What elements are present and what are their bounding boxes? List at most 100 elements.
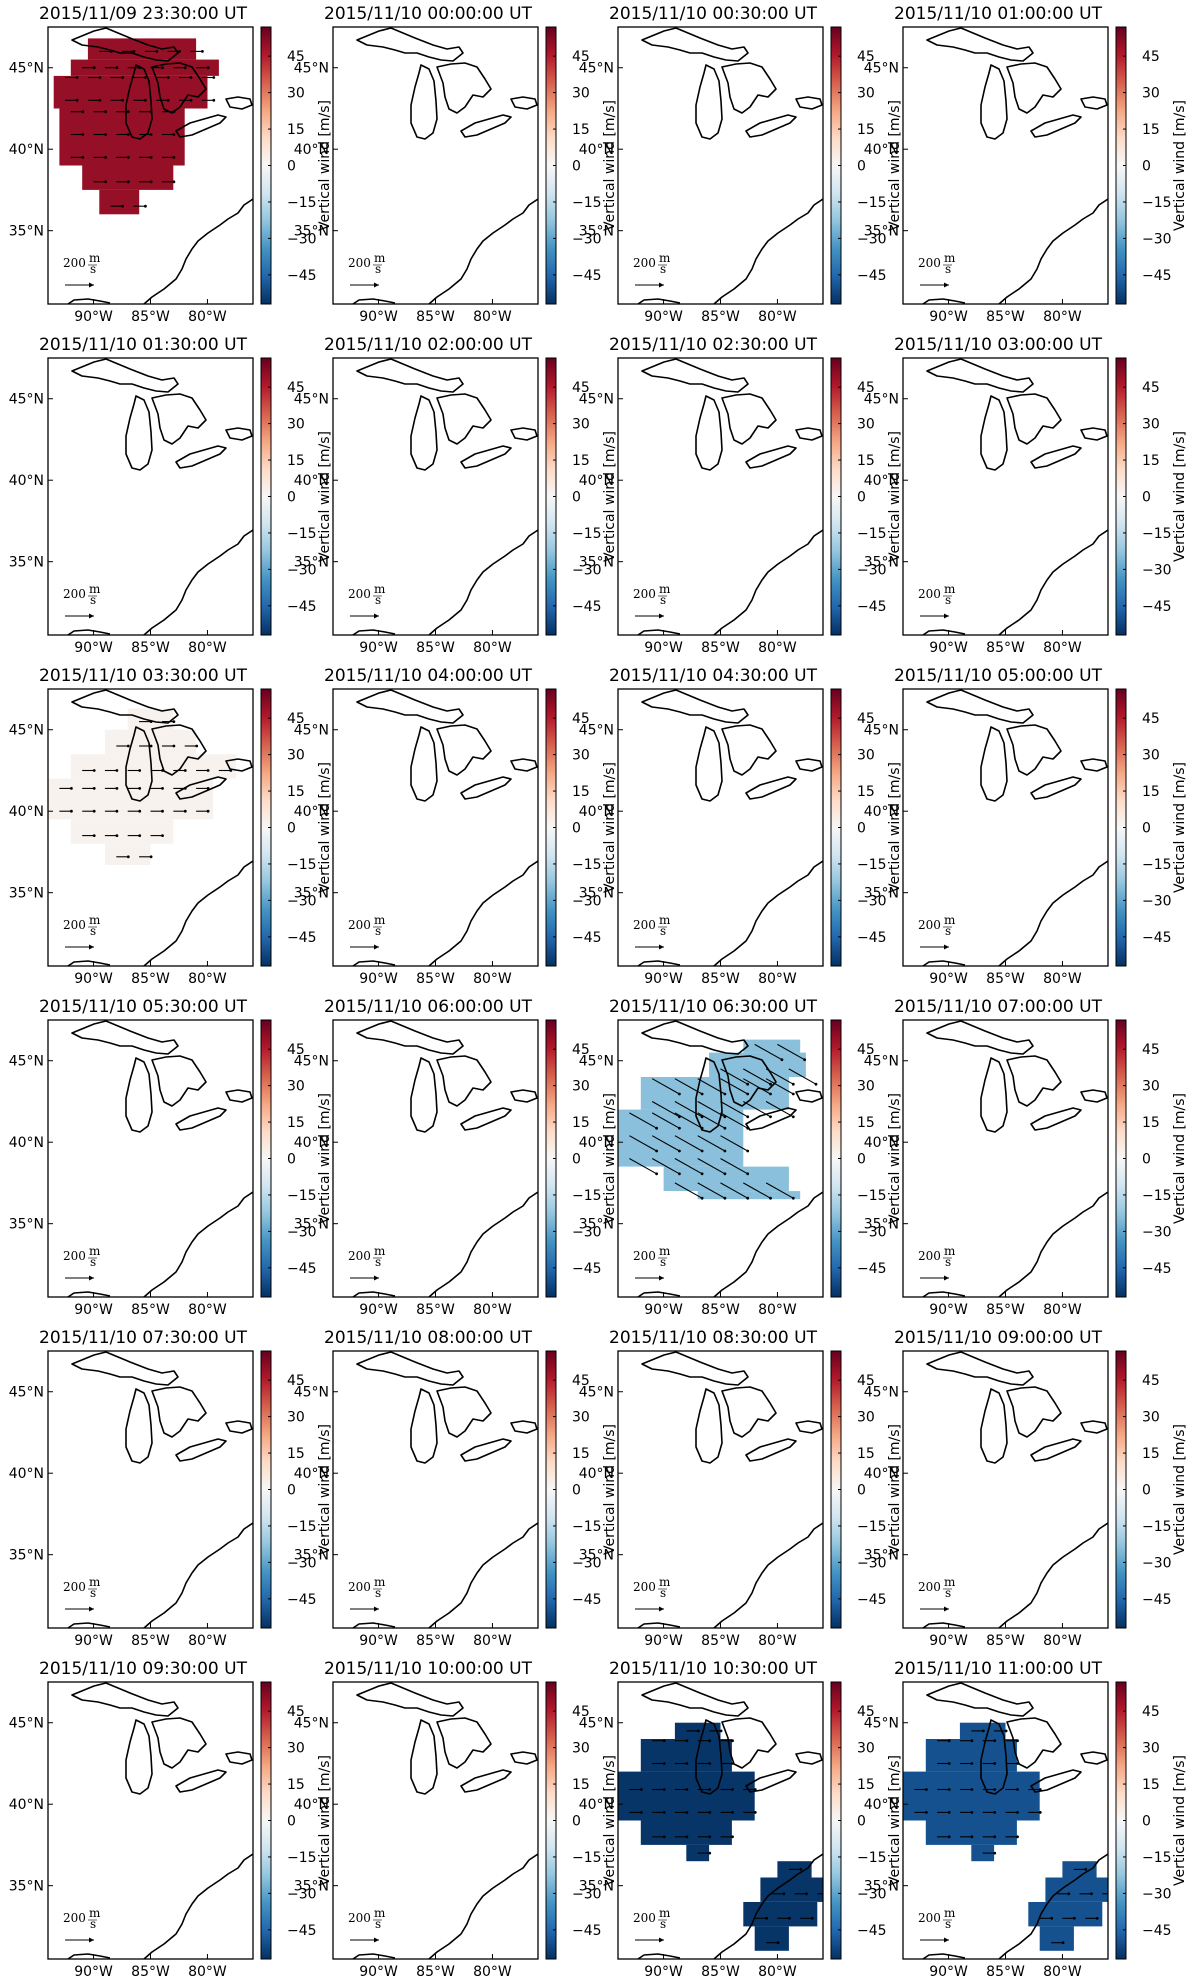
colorbar-tick-label: −30 bbox=[287, 893, 317, 909]
coastline bbox=[1006, 393, 1062, 445]
coastline bbox=[713, 529, 823, 635]
coastline bbox=[410, 64, 438, 140]
colorbar-tick-label: −30 bbox=[572, 562, 602, 578]
y-tick-label: 40°N bbox=[9, 142, 44, 158]
x-tick-label: 90°W bbox=[359, 1302, 398, 1318]
coastline bbox=[352, 1291, 396, 1297]
quiver-key-unit-den: s bbox=[945, 262, 951, 276]
x-tick-label: 90°W bbox=[359, 1964, 398, 1980]
quiver-key-arrow-head bbox=[374, 1606, 379, 1612]
wind-vector bbox=[777, 1043, 805, 1061]
quiver-key: 200 ms bbox=[633, 251, 671, 288]
x-tick-label: 85°W bbox=[701, 1302, 740, 1318]
wind-vector-head bbox=[138, 809, 142, 813]
colorbar: 45 30 15 0 −15 −30 −45 Vertical wind [m/s] bbox=[830, 1681, 903, 1960]
coastline bbox=[637, 629, 681, 635]
panel: 2015/11/10 07:30:00 UT 200 ms 90°W 85°W 80°W 4… bbox=[9, 1328, 333, 1649]
coastline bbox=[175, 445, 227, 469]
x-tick-label: 80°W bbox=[473, 1964, 512, 1980]
x-tick-label: 85°W bbox=[986, 1302, 1025, 1318]
quiver-key-unit-den: s bbox=[945, 1255, 951, 1269]
coastline bbox=[641, 27, 749, 62]
colorbar-tick-label: 45 bbox=[287, 1373, 305, 1389]
map-area bbox=[618, 1682, 823, 1959]
wind-vector-head bbox=[685, 1835, 689, 1839]
colorbar-tick-label: 15 bbox=[287, 122, 305, 138]
quiver-key-unit-num: m bbox=[89, 1575, 101, 1589]
colorbar-tick-label: 0 bbox=[572, 490, 581, 506]
wind-vector-head bbox=[753, 1811, 757, 1814]
colorbar-tick-label: −15 bbox=[287, 195, 317, 211]
colorbar-tick-label: −45 bbox=[857, 268, 887, 284]
colorbar-tick-label: −15 bbox=[572, 857, 602, 873]
colorbar-tick-label: −45 bbox=[572, 599, 602, 615]
coastline bbox=[428, 198, 538, 304]
colorbar-tick-label: −45 bbox=[1142, 1592, 1172, 1608]
wind-vector bbox=[651, 1101, 680, 1118]
colorbar-tick-label: 45 bbox=[857, 49, 875, 65]
wind-vector-head bbox=[769, 1082, 772, 1086]
y-tick-label: 35°N bbox=[579, 1548, 614, 1564]
coastline bbox=[225, 758, 253, 772]
colorbar-tick-label: 45 bbox=[572, 1704, 590, 1720]
quiver-key-unit-den: s bbox=[375, 924, 381, 938]
colorbar: 45 30 15 0 −15 −30 −45 Vertical wind [m/s] bbox=[830, 688, 903, 967]
quiver-key-value: 200 bbox=[63, 587, 86, 601]
wind-vector-head bbox=[121, 204, 124, 208]
panel: 2015/11/10 06:00:00 UT 200 ms 90°W 85°W 80°W 4… bbox=[294, 997, 618, 1318]
wind-vector-head bbox=[149, 110, 153, 114]
wind-vector-head bbox=[723, 1092, 727, 1096]
coastline bbox=[1030, 114, 1082, 138]
colorbar-tick-label: 45 bbox=[857, 1373, 875, 1389]
heatmap-cell bbox=[618, 1109, 744, 1167]
x-tick-label: 85°W bbox=[701, 1633, 740, 1649]
wind-vector-head bbox=[183, 66, 187, 70]
colorbar: 45 30 15 0 −15 −30 −45 Vertical wind [m/s] bbox=[1115, 1019, 1188, 1298]
wind-vector-head bbox=[925, 1788, 928, 1791]
wind-vector bbox=[651, 1158, 680, 1175]
wind-vector bbox=[720, 1135, 748, 1152]
quiver-key: 200 ms bbox=[63, 582, 101, 619]
x-tick-label: 80°W bbox=[1043, 640, 1082, 656]
x-tick-label: 80°W bbox=[188, 640, 227, 656]
coastline bbox=[175, 1107, 227, 1131]
wind-vector-head bbox=[685, 1739, 689, 1743]
map-area bbox=[53, 27, 253, 304]
wind-vector-head bbox=[700, 1172, 704, 1176]
quiver-key-unit-num: m bbox=[89, 913, 101, 927]
wind-vector bbox=[674, 1158, 703, 1175]
colorbar-tick-label: 45 bbox=[572, 711, 590, 727]
colorbar-tick-label: −15 bbox=[1142, 857, 1172, 873]
y-tick-label: 45°N bbox=[294, 1716, 329, 1732]
colorbar-tick-label: 0 bbox=[287, 1814, 296, 1830]
x-tick-label: 85°W bbox=[701, 640, 740, 656]
coastline bbox=[637, 1291, 681, 1297]
quiver-key-unit-num: m bbox=[944, 1575, 956, 1589]
wind-vector-head bbox=[1113, 1892, 1116, 1895]
colorbar-tick-label: 45 bbox=[857, 1042, 875, 1058]
colorbar-tick-label: −45 bbox=[287, 1923, 317, 1939]
quiver-key-arrow-head bbox=[374, 613, 379, 619]
wind-vector-head bbox=[753, 1788, 757, 1791]
wind-vector-head bbox=[1061, 1941, 1065, 1945]
colorbar-tick-label: 15 bbox=[572, 1777, 590, 1793]
wind-vector-head bbox=[1038, 1788, 1042, 1791]
colorbar: 45 30 15 0 −15 −30 −45 Vertical wind [m/s] bbox=[260, 26, 333, 305]
wind-vector-head bbox=[172, 133, 176, 136]
heatmap-cell bbox=[1039, 1926, 1074, 1951]
coastline bbox=[356, 358, 464, 393]
colorbar-tick-label: 15 bbox=[572, 1115, 590, 1131]
wind-vector-head bbox=[155, 50, 159, 53]
wind-vector-head bbox=[746, 1126, 750, 1130]
quiver-key-arrow-head bbox=[89, 1275, 94, 1281]
quiver-key-unit-num: m bbox=[89, 251, 101, 265]
colorbar: 45 30 15 0 −15 −30 −45 Vertical wind [m/s] bbox=[830, 26, 903, 305]
wind-vector-head bbox=[708, 1811, 712, 1814]
colorbar-tick-label: −15 bbox=[572, 526, 602, 542]
colorbar-tick-label: −15 bbox=[572, 1519, 602, 1535]
x-tick-label: 85°W bbox=[131, 1302, 170, 1318]
colorbar: 45 30 15 0 −15 −30 −45 Vertical wind [m/s] bbox=[1115, 26, 1188, 305]
colorbar-tick-label: −45 bbox=[1142, 1923, 1172, 1939]
colorbar-tick-label: −30 bbox=[287, 231, 317, 247]
wind-vector-head bbox=[685, 1788, 689, 1791]
